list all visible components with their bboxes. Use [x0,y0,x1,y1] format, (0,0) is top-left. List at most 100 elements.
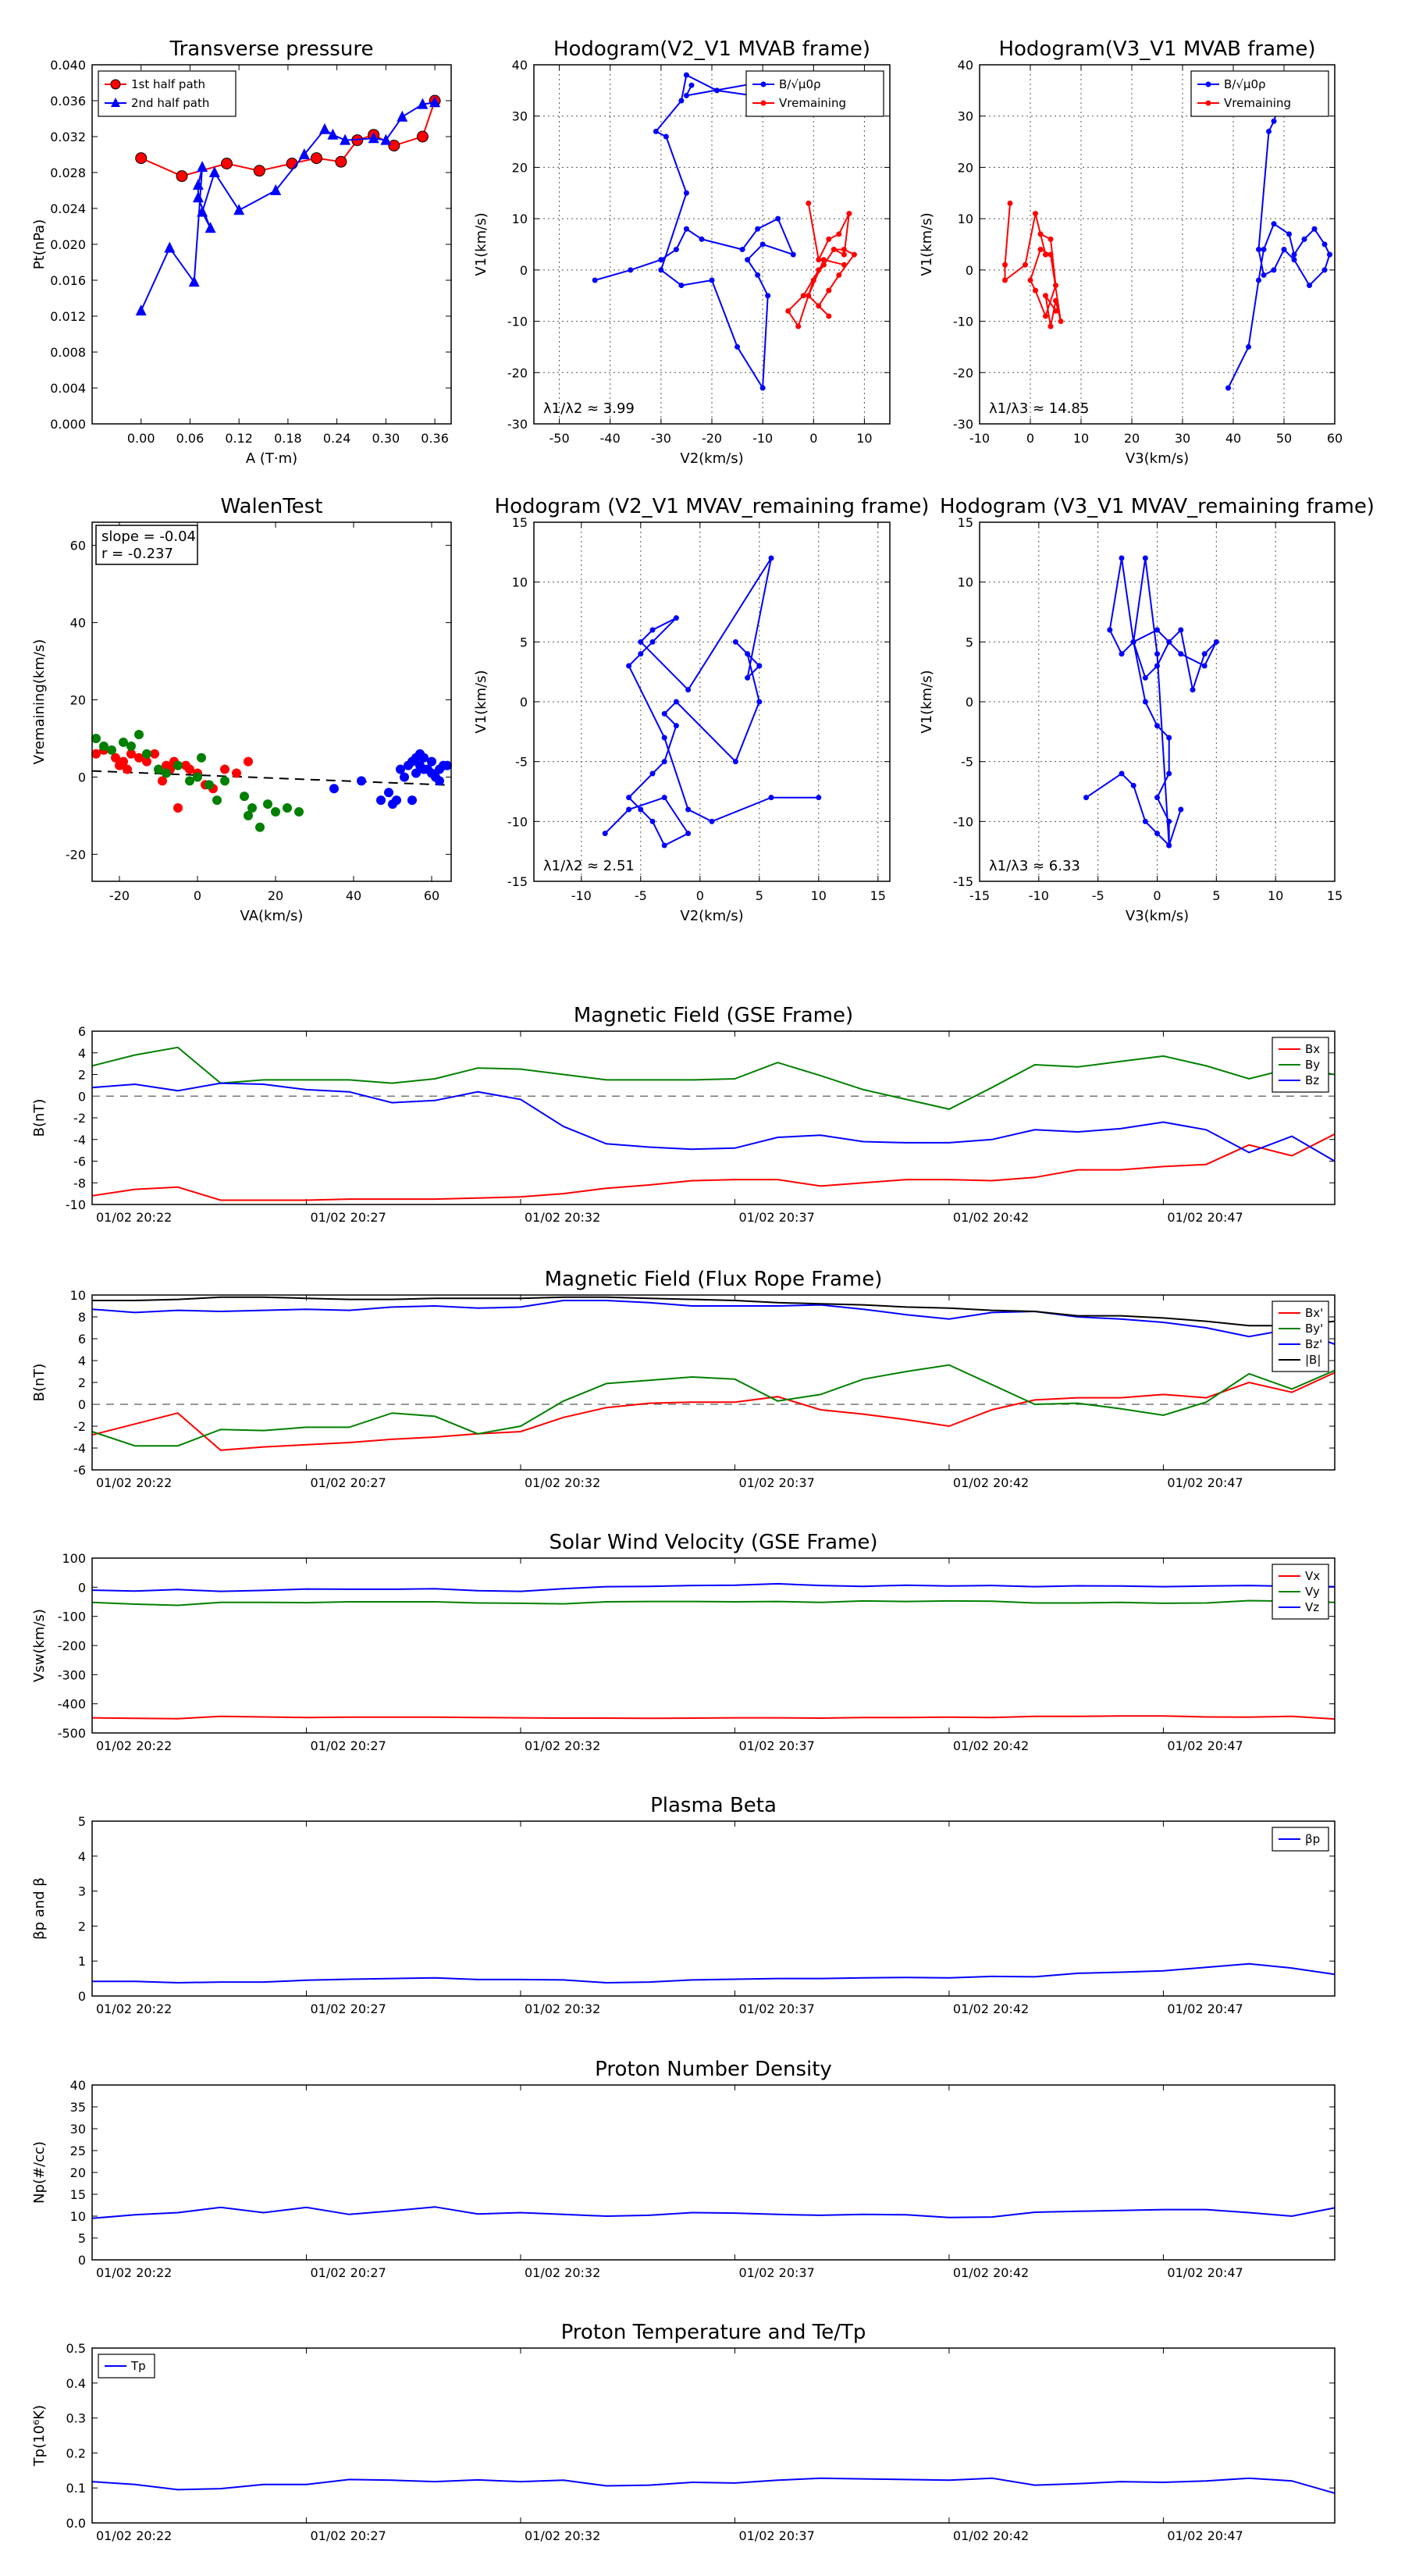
pt-xtick-label: 0.36 [421,431,449,446]
h21-point [841,262,847,268]
h21-ytick-label: 0 [520,263,528,278]
h31-point [1048,236,1054,242]
bfr-series-1-line [91,1364,1336,1447]
walen-point [240,792,249,802]
bfr-legend-label: Bz' [1305,1337,1322,1351]
pt-point [233,204,245,215]
h31-point [1261,272,1267,278]
pt-point [192,179,204,190]
bfr-legend-label: Bx' [1305,1306,1323,1320]
h21r-point [745,674,751,681]
walen-point [329,784,339,794]
walen-point [271,806,280,817]
h21r-point [649,639,656,645]
np-xtick-label: 01/02 20:22 [96,2265,172,2280]
h21-annotation: λ1/λ2 ≈ 3.99 [543,400,635,417]
h21-point [658,257,664,263]
h21r-point [745,651,751,657]
h21-point [653,128,659,134]
vsw-legend-label: Vz [1305,1600,1319,1614]
walen-point [435,776,444,786]
h31-xtick-label: 60 [1327,431,1343,446]
h21r-ytick-label: -15 [507,874,528,889]
h31-point [1271,118,1277,124]
h21-point [683,190,689,196]
h31r-point [1154,663,1160,669]
h31r-point [1166,842,1172,849]
h21r-xtick-label: 15 [870,888,886,903]
h21r-point [649,770,656,777]
h21r-point [661,759,667,765]
bfr-legend-label: By' [1305,1322,1323,1336]
vsw-ytick-label: -400 [58,1697,86,1712]
h21r-point [638,651,644,657]
h31-point [1048,323,1054,329]
h21r-point [816,795,822,801]
h21-point [683,92,689,98]
np-ytick-label: 10 [70,2209,86,2224]
h21-legend-label: B/√μ0ρ [779,77,821,91]
h31r-xtick-label: 15 [1327,888,1343,903]
bfr-ytick-label: 4 [78,1354,86,1368]
h21-legend [745,70,884,117]
walen-point [142,756,151,767]
h31-ylabel: V1(km/s) [919,212,935,276]
pt-point [135,304,147,316]
h21r-point [673,699,679,705]
np-xtick-label: 01/02 20:27 [310,2265,386,2280]
h31-ytick-label: 30 [958,109,973,124]
h31r-point [1142,818,1148,824]
pt-point [135,152,148,165]
walen-stats-line: slope = -0.04 [101,528,196,545]
walen-point [134,753,144,763]
walen-point [126,749,136,759]
h21r-xtick-label: 10 [811,888,827,903]
h31r-point [1166,735,1172,741]
walen-point [134,730,144,740]
h31-point [1286,231,1292,237]
h21-panel [533,64,891,425]
walen-point [150,749,159,759]
h21-ytick-label: 10 [512,212,528,226]
h31r-point [1178,651,1184,657]
h31-point [1281,247,1287,253]
beta-ytick-label: 0 [78,1989,86,2004]
beta-ytick-label: 3 [78,1884,86,1899]
bgse-xtick-label: 01/02 20:27 [310,1210,386,1225]
walen-point [247,803,257,813]
walen-xtick-label: 20 [268,888,283,903]
tp-frame [91,2347,1336,2524]
tp-xtick-label: 01/02 20:32 [525,2528,600,2543]
walen-stats-box [95,525,198,565]
bgse-xtick-label: 01/02 20:42 [953,1210,1029,1225]
walen-point [220,764,229,774]
pt-legend-marker [111,98,120,107]
np-xtick-label: 01/02 20:32 [525,2265,600,2280]
walen-ylabel: Vremaining(km/s) [31,639,48,765]
walen-point [185,776,194,786]
h21r-point [673,723,679,729]
h31-point [1271,221,1277,227]
h31r-point [1142,555,1148,561]
bgse-ytick-label: -4 [73,1133,86,1147]
walen-point [212,795,222,806]
h31r-point [1166,818,1172,824]
h21-frame [533,64,891,425]
np-ytick-label: 30 [70,2122,86,2137]
h31r-xtick-label: -10 [1029,888,1049,903]
h31-ytick-label: 10 [958,212,973,226]
h21-point [755,226,761,232]
pt-point [340,133,351,145]
walen-point [99,741,108,751]
h31r-series-0-line [1085,557,1218,848]
h31r-point [1107,627,1113,633]
h21r-point [626,806,632,813]
h21-point [673,247,679,253]
vsw-ytick-label: -300 [58,1667,86,1682]
h31-annotation: λ1/λ3 ≈ 14.85 [989,400,1089,417]
walen-point [91,749,101,759]
h21-point [816,257,822,263]
h31-point [1043,293,1048,299]
h21-point [759,241,766,247]
walen-point [244,810,253,820]
